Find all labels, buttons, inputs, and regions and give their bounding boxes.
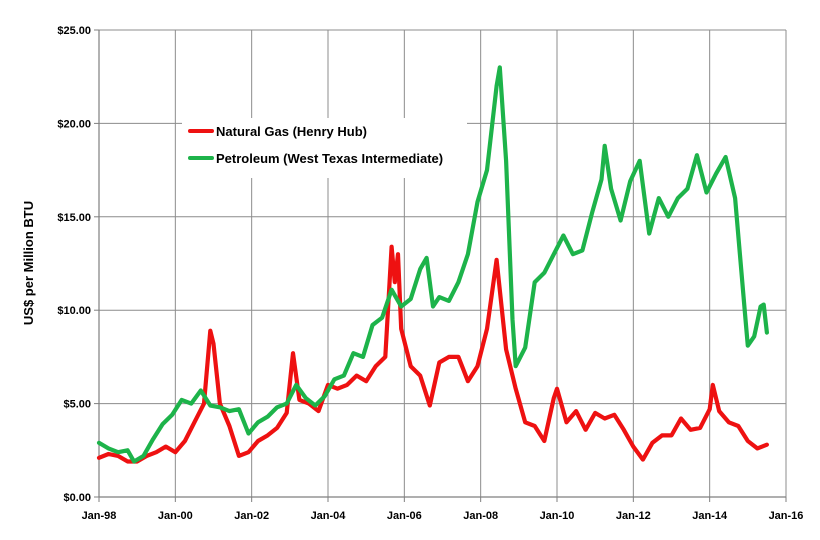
x-tick-label: Jan-04 [311, 510, 347, 522]
series-lines [96, 65, 770, 464]
legend: Natural Gas (Henry Hub) Petroleum (West … [182, 118, 467, 178]
y-axis-label: US$ per Million BTU [21, 201, 36, 325]
x-tick-label: Jan-02 [234, 510, 269, 522]
x-tick-label: Jan-14 [692, 510, 728, 522]
y-tick-label: $25.00 [57, 25, 91, 37]
y-tick-label: $5.00 [63, 399, 91, 411]
y-tick-label: $20.00 [57, 118, 91, 130]
x-tick-label: Jan-08 [463, 510, 498, 522]
x-tick-label: Jan-10 [540, 510, 575, 522]
y-tick-label: $0.00 [63, 492, 91, 504]
x-tick-label: Jan-16 [769, 510, 804, 522]
x-tick-label: Jan-98 [82, 510, 117, 522]
y-tick-label: $15.00 [57, 212, 91, 224]
x-axis-ticks: Jan-98 Jan-00 Jan-02 Jan-04 Jan-06 Jan-08 Jan-… [82, 497, 804, 522]
y-tick-label: $10.00 [57, 305, 91, 317]
legend-label-petroleum: Petroleum (West Texas Intermediate) [216, 151, 443, 166]
x-tick-label: Jan-06 [387, 510, 422, 522]
legend-background [182, 118, 467, 178]
series-line-natural-gas [96, 244, 770, 464]
series-line-petroleum [96, 65, 770, 464]
x-tick-label: Jan-00 [158, 510, 193, 522]
legend-label-natural-gas: Natural Gas (Henry Hub) [216, 124, 367, 139]
x-tick-label: Jan-12 [616, 510, 651, 522]
y-axis-ticks: $0.00 $5.00 $10.00 $15.00 $20.00 $25.00 [57, 25, 99, 504]
